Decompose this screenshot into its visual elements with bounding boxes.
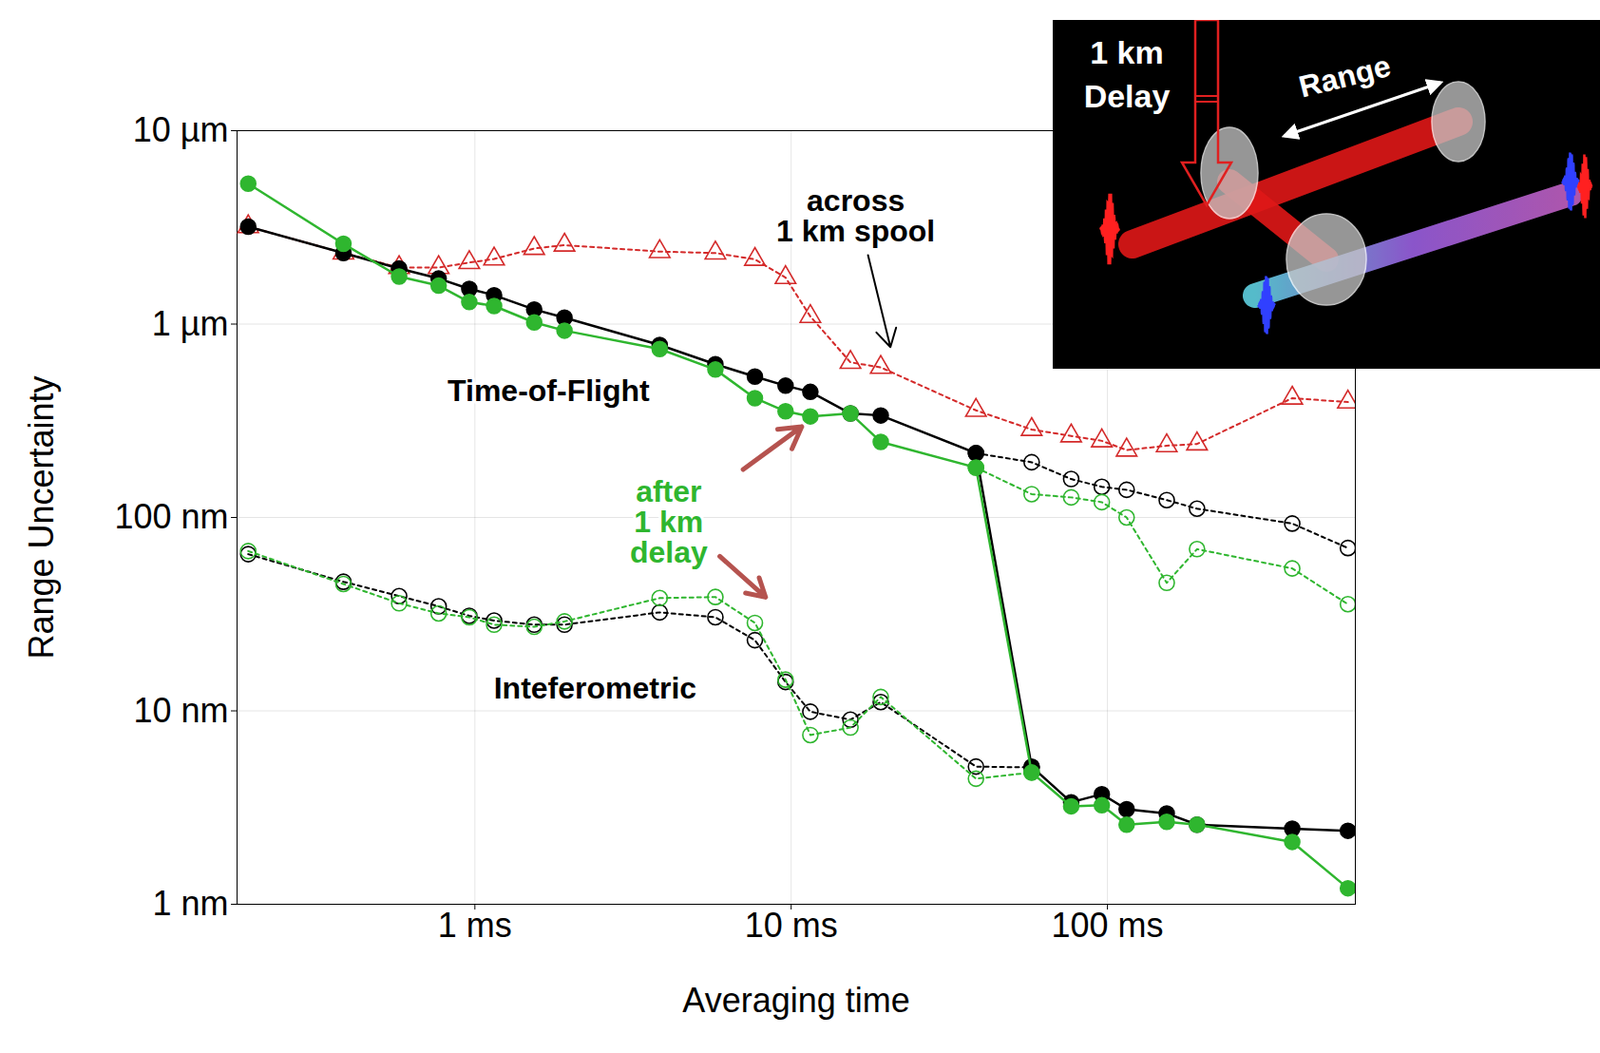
svg-text:Range Uncertainty: Range Uncertainty — [21, 375, 61, 659]
svg-text:Range: Range — [1295, 48, 1395, 105]
svg-text:1 ms: 1 ms — [438, 905, 513, 945]
svg-text:across1 km spool: across1 km spool — [776, 183, 935, 248]
svg-text:Time-of-Flight: Time-of-Flight — [447, 373, 650, 408]
svg-text:100 nm: 100 nm — [114, 496, 229, 536]
svg-text:10 ms: 10 ms — [744, 905, 839, 945]
svg-text:1 nm: 1 nm — [152, 883, 229, 923]
svg-text:100 ms: 100 ms — [1051, 905, 1164, 945]
svg-text:10 nm: 10 nm — [133, 690, 229, 730]
svg-text:after1 kmdelay: after1 kmdelay — [629, 474, 708, 570]
svg-text:Averaging time: Averaging time — [682, 980, 910, 1020]
svg-text:Inteferometric: Inteferometric — [494, 670, 697, 705]
svg-text:1 µm: 1 µm — [152, 304, 229, 343]
svg-text:1 kmDelay: 1 kmDelay — [1084, 34, 1171, 115]
svg-text:10 µm: 10 µm — [133, 110, 229, 150]
